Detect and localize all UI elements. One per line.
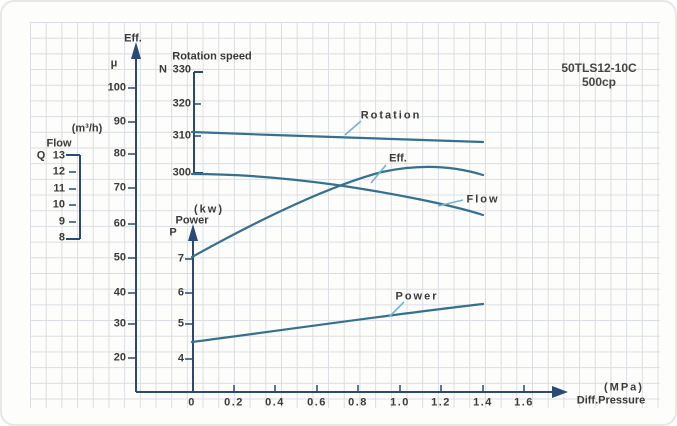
x-tick-04: 0.4 — [265, 396, 285, 409]
flow-axis-symbol: Q — [36, 149, 46, 162]
x-tick-02: 0.2 — [224, 396, 244, 409]
x-tick-0: 0 — [188, 396, 196, 409]
power-tick-4: 4 — [177, 352, 184, 365]
rotation-curve — [190, 130, 485, 144]
rotation-tick-330: 330 — [172, 63, 191, 76]
x-tick-10: 1.0 — [390, 396, 410, 409]
eff-tick-20: 20 — [113, 351, 126, 364]
eff-curve-label: Eff. — [389, 152, 407, 165]
eff-axis — [128, 54, 137, 392]
pressure-axis-arrow-icon — [552, 386, 568, 398]
eff-curve — [190, 165, 485, 259]
eff-tick-50: 50 — [113, 251, 126, 264]
rotation-axis-symbol: N — [159, 63, 167, 76]
power-label-leader — [388, 301, 405, 318]
flow-tick-11: 11 — [53, 182, 65, 195]
x-tick-16: 1.6 — [514, 396, 534, 409]
eff-tick-90: 90 — [113, 115, 126, 128]
power-curve-label: Power — [395, 290, 439, 303]
power-axis — [185, 236, 194, 392]
power-curve — [190, 302, 485, 344]
flow-tick-8: 8 — [58, 231, 65, 244]
flow-label-leader — [437, 199, 464, 207]
x-axis-unit: (MPa) — [604, 381, 644, 394]
rotation-axis-name: Rotation speed — [172, 50, 252, 63]
flow-tick-9: 9 — [58, 215, 65, 228]
x-tick-06: 0.6 — [307, 396, 327, 409]
x-tick-12: 1.2 — [431, 396, 451, 409]
power-tick-7: 7 — [177, 252, 184, 265]
rotation-label-leader — [344, 120, 362, 136]
flow-axis-unit: (m³/h) — [71, 122, 103, 135]
pressure-axis — [136, 385, 554, 393]
flow-tick-12: 12 — [52, 165, 65, 178]
flow-axis-name: Flow — [46, 137, 72, 150]
power-axis-unit: (kw) — [194, 203, 224, 216]
rotation-tick-300: 300 — [172, 166, 191, 179]
power-axis-name: Power — [175, 214, 209, 227]
flow-curve — [190, 172, 485, 217]
eff-tick-100: 100 — [107, 81, 126, 94]
power-axis-symbol: P — [169, 226, 177, 239]
eff-axis-arrow-icon — [131, 42, 141, 59]
eff-axis-name: Eff. — [124, 32, 142, 45]
eff-label-leader — [370, 164, 387, 184]
flow-curve-label: Flow — [466, 193, 500, 206]
chart-title-viscosity: 500cp — [581, 75, 617, 89]
chart-title-model: 50TLS12-10C — [561, 61, 637, 75]
x-axis-name: Diff.Pressure — [576, 394, 646, 407]
rotation-tick-320: 320 — [172, 97, 191, 110]
eff-tick-60: 60 — [113, 217, 126, 230]
eff-tick-80: 80 — [113, 147, 126, 160]
power-tick-6: 6 — [177, 286, 184, 299]
x-tick-14: 1.4 — [473, 396, 493, 409]
rotation-axis — [193, 71, 203, 174]
eff-tick-70: 70 — [113, 181, 126, 194]
power-axis-arrow-icon — [188, 224, 198, 241]
flow-axis — [66, 154, 81, 240]
x-tick-08: 0.8 — [348, 396, 368, 409]
eff-tick-40: 40 — [113, 286, 126, 299]
rotation-curve-label: Rotation — [360, 109, 422, 122]
power-tick-5: 5 — [177, 317, 184, 330]
rotation-tick-310: 310 — [172, 129, 191, 142]
eff-tick-30: 30 — [113, 317, 126, 330]
eff-axis-symbol: μ — [110, 57, 118, 70]
flow-tick-13: 13 — [52, 149, 65, 162]
flow-tick-10: 10 — [52, 198, 65, 211]
